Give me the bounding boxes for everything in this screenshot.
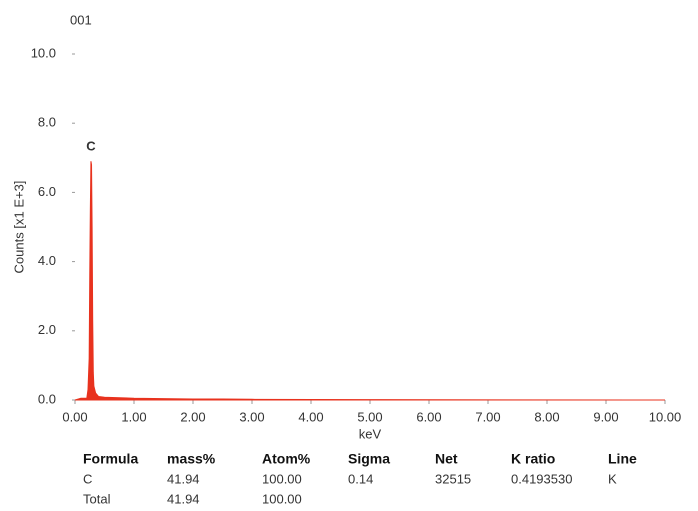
- y-tick-label: 4.0: [38, 253, 56, 268]
- table-header: Net: [435, 451, 458, 467]
- x-tick-label: 7.00: [475, 409, 500, 424]
- x-tick-label: 4.00: [298, 409, 323, 424]
- x-tick-label: 8.00: [534, 409, 559, 424]
- table-header: Formula: [83, 451, 138, 467]
- x-tick-label: 6.00: [416, 409, 441, 424]
- x-tick-label: 0.00: [62, 409, 87, 424]
- x-tick-label: 5.00: [357, 409, 382, 424]
- table-cell: 41.94: [167, 491, 200, 506]
- table-cell: K: [608, 471, 617, 486]
- spectrum: [74, 161, 666, 401]
- y-axis-label: Counts [x1 E+3]: [11, 181, 26, 274]
- y-tick-label: 0.0: [38, 391, 56, 406]
- x-tick-label: 1.00: [121, 409, 146, 424]
- table-cell: 0.4193530: [511, 471, 572, 486]
- peak-label: C: [86, 139, 96, 154]
- table-cell: Total: [83, 491, 111, 506]
- table-cell: 32515: [435, 471, 471, 486]
- x-tick-label: 9.00: [593, 409, 618, 424]
- table-cell: 100.00: [262, 471, 302, 486]
- table-cell: 100.00: [262, 491, 302, 506]
- x-tick-label: 3.00: [239, 409, 264, 424]
- chart-title: 001: [70, 12, 92, 27]
- table-header: Atom%: [262, 451, 311, 467]
- table-cell: 0.14: [348, 471, 373, 486]
- x-tick-label: 10.00: [649, 409, 682, 424]
- x-tick-label: 2.00: [180, 409, 205, 424]
- y-tick-label: 6.0: [38, 184, 56, 199]
- table-header: Sigma: [348, 451, 390, 467]
- table-header: K ratio: [511, 451, 555, 467]
- table-cell: 41.94: [167, 471, 200, 486]
- table-header: Line: [608, 451, 637, 467]
- table-cell: C: [83, 471, 92, 486]
- y-tick-label: 8.0: [38, 115, 56, 130]
- y-tick-label: 2.0: [38, 322, 56, 337]
- table-header: mass%: [167, 451, 216, 467]
- x-axis-label: keV: [359, 426, 382, 441]
- y-tick-label: 10.0: [31, 45, 56, 60]
